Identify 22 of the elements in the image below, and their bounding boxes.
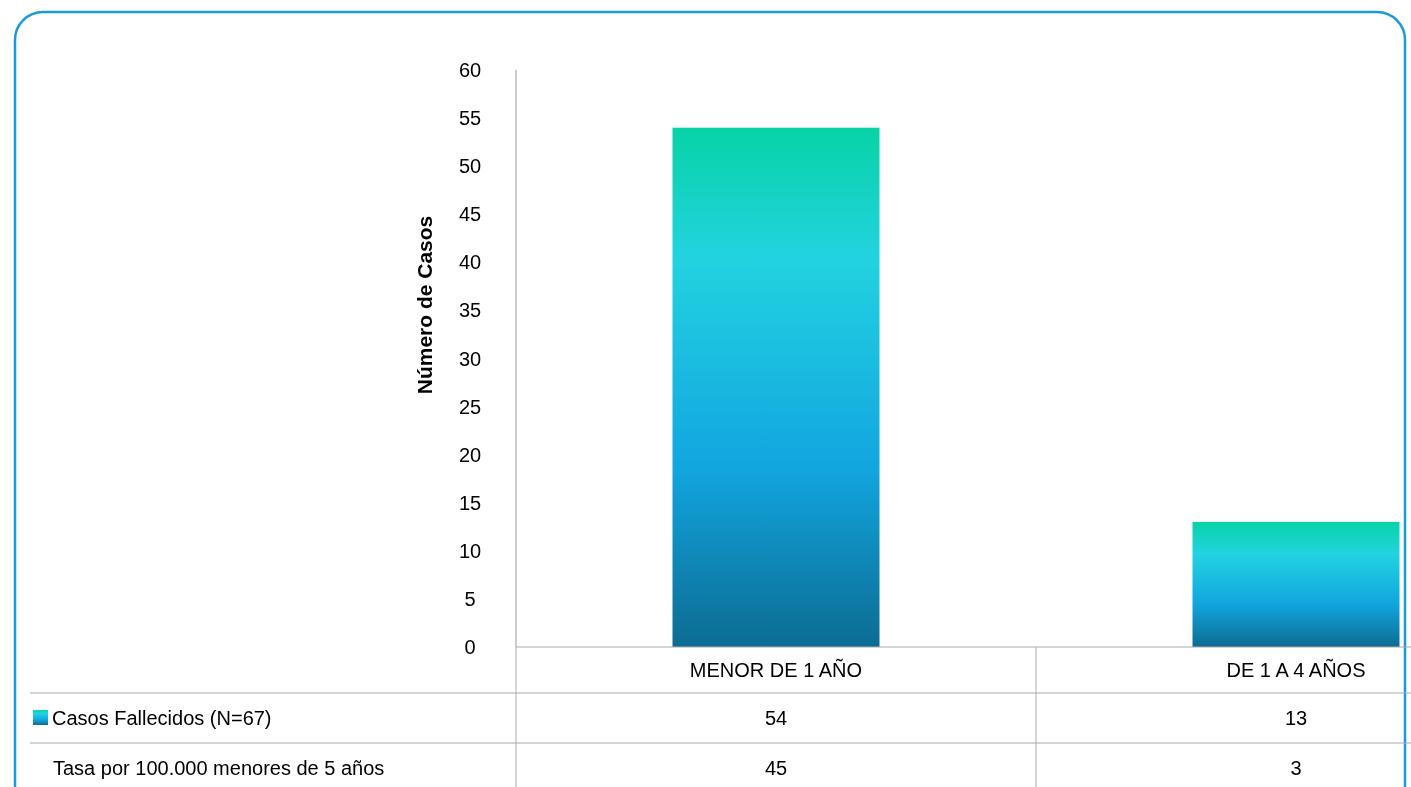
y-tick-label: 10 — [458, 539, 482, 562]
y-tick-label: 45 — [458, 203, 482, 226]
x-tick-label: DE 1 A 4 AÑOS — [1226, 658, 1366, 681]
y-tick-label: 20 — [458, 443, 482, 466]
data-label: 13 — [1284, 707, 1308, 729]
y-tick-label: 50 — [458, 155, 482, 178]
y-tick-label: 55 — [458, 107, 482, 130]
y-tick-label: 5 — [464, 587, 476, 610]
y-tick-label: 15 — [458, 491, 482, 514]
y-tick-label: 30 — [458, 347, 482, 370]
legend-label: Casos Fallecidos (N=67) — [52, 707, 272, 729]
y-axis-title: Número de Casos — [413, 215, 436, 395]
y-tick-label: 0 — [464, 636, 476, 658]
x-tick-label: MENOR DE 1 AÑO — [689, 658, 863, 681]
y-tick-label: 40 — [458, 251, 482, 274]
text: 3 — [1290, 757, 1302, 779]
text: 45 — [764, 757, 788, 779]
y-tick-label: 35 — [458, 299, 482, 322]
y-tick-label: 60 — [458, 59, 482, 81]
text: Tasa por 100.000 menores de 5 años — [53, 757, 385, 779]
y-tick-label: 25 — [458, 395, 482, 418]
data-label: 54 — [764, 707, 788, 729]
